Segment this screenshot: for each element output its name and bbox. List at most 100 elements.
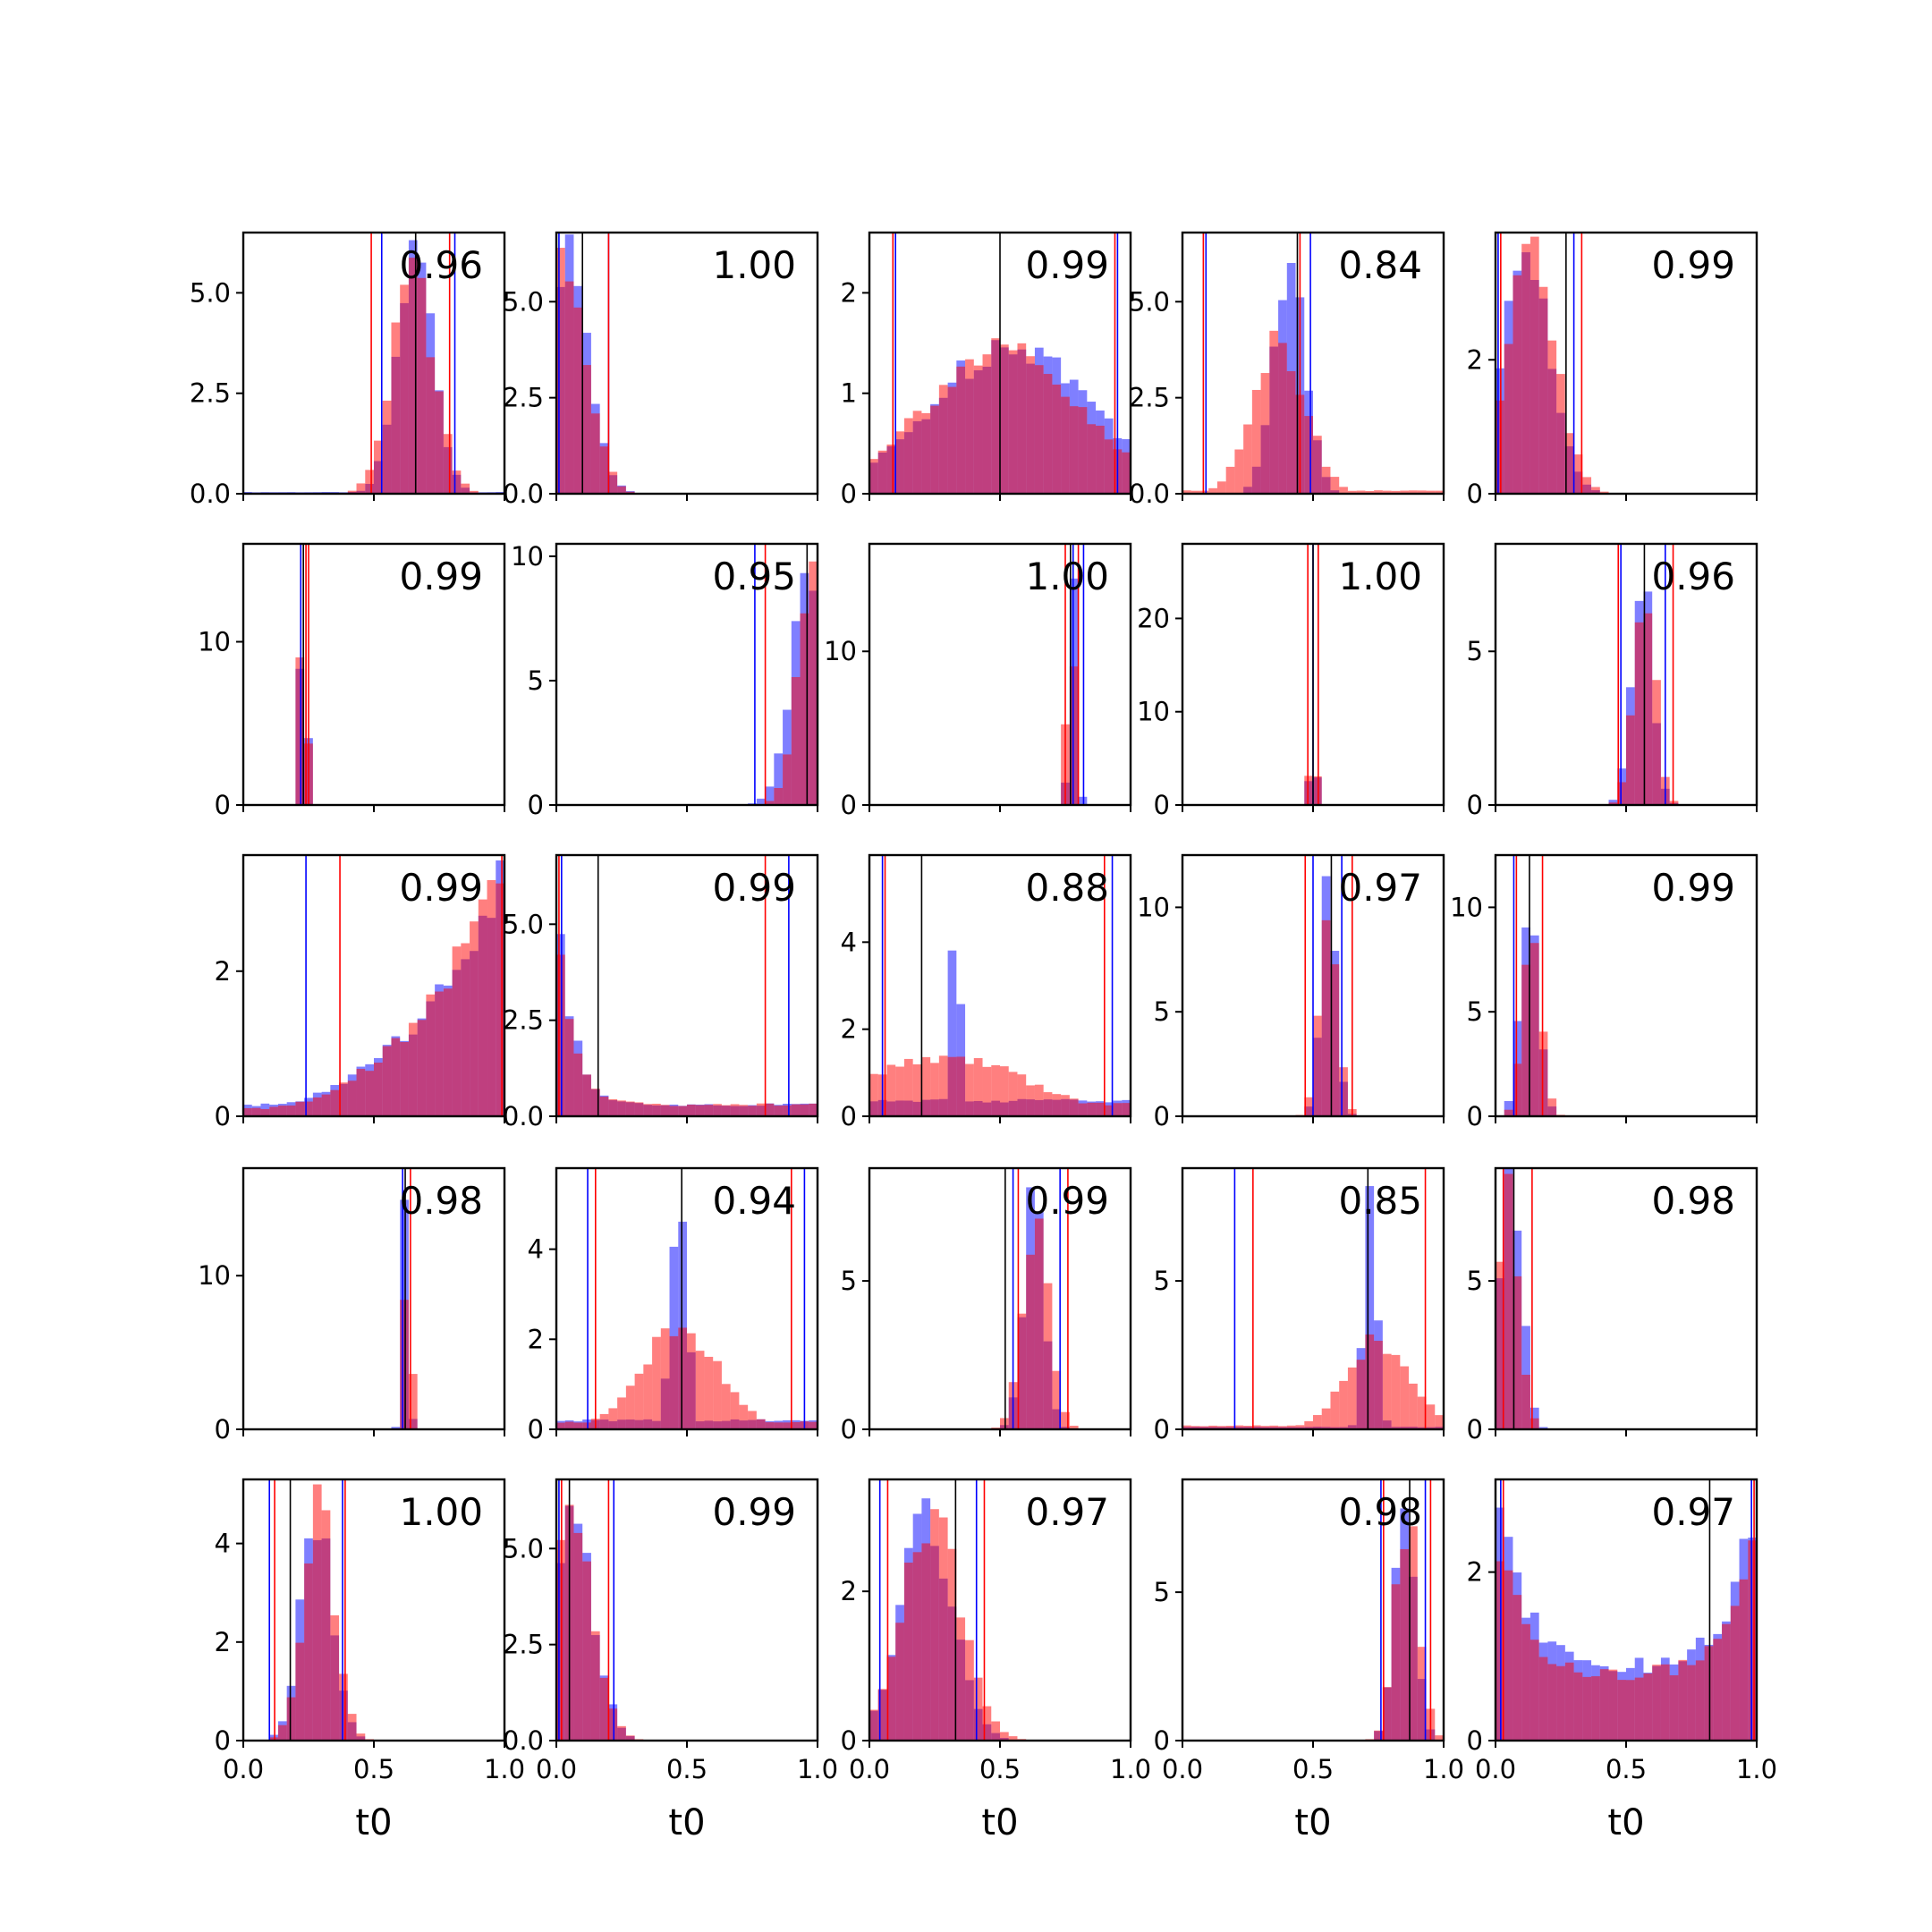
y-tick-label: 5.0 [190, 277, 231, 308]
y-tick-label: 10 [1137, 892, 1170, 922]
subplot-1-1: 0.0 2.5 5.0 0.96 [190, 231, 506, 509]
correlation-annotation: 0.84 [1338, 243, 1422, 287]
y-tick-label: 5 [1154, 1266, 1170, 1296]
red-histogram-bar [1382, 1353, 1392, 1429]
red-histogram-bar [652, 1336, 661, 1429]
correlation-annotation: 0.85 [1338, 1179, 1422, 1223]
red-histogram-bar [634, 1373, 644, 1429]
red-histogram-bar [1643, 613, 1653, 805]
blue-histogram-bar [947, 950, 957, 1116]
red-histogram-bar [678, 1106, 687, 1116]
red-histogram-bar [652, 1104, 661, 1116]
red-histogram-bar [1347, 490, 1357, 494]
red-histogram-bar [791, 677, 801, 805]
red-histogram-bar [573, 307, 583, 494]
red-histogram-bar [1730, 1606, 1740, 1741]
red-histogram-bar [564, 1019, 574, 1116]
red-histogram-bar [695, 1351, 705, 1429]
red-histogram-bar [1278, 1426, 1287, 1429]
red-histogram-bar [1304, 1097, 1313, 1116]
red-histogram-bar [347, 1080, 357, 1116]
red-histogram-bar [687, 1333, 696, 1429]
red-histogram-bar [800, 1104, 809, 1116]
subplot-4-1: 0 10 0.98 [198, 1166, 506, 1445]
red-histogram-bar [956, 366, 966, 494]
red-histogram-bar [1496, 1261, 1504, 1429]
red-histogram-bar [1417, 1396, 1427, 1429]
red-histogram-bar [1617, 782, 1626, 805]
y-tick-label: 0 [528, 1414, 544, 1445]
y-tick-label: 10 [198, 627, 231, 657]
red-histogram-bar [1286, 1425, 1296, 1429]
x-tick-label: 0.0 [849, 1754, 890, 1784]
red-histogram-bar [435, 991, 444, 1116]
red-histogram-bar [1243, 424, 1252, 494]
x-tick-label: 1.0 [1110, 1754, 1151, 1784]
blue-histogram-bar [1538, 1427, 1548, 1429]
red-histogram-bar [1096, 425, 1105, 494]
red-histogram-bar [774, 1422, 784, 1429]
red-histogram-bar [251, 1107, 261, 1116]
red-histogram-bar [625, 1385, 635, 1429]
red-histogram-bar [765, 1422, 775, 1429]
red-histogram-bar [1304, 775, 1313, 805]
red-histogram-bar [886, 1064, 896, 1116]
red-histogram-bar [1008, 350, 1018, 494]
correlation-annotation: 0.98 [1651, 1179, 1735, 1223]
x-tick-label: 0.0 [1475, 1754, 1516, 1784]
red-histogram-bar [1069, 1098, 1079, 1116]
red-histogram-bar [1216, 1426, 1226, 1429]
x-tick-label: 0.5 [1606, 1754, 1647, 1784]
red-histogram-bar [1043, 374, 1053, 494]
red-histogram-bar [1069, 406, 1079, 494]
red-histogram-bar [617, 486, 626, 494]
red-histogram-bar [382, 400, 392, 494]
red-histogram-bar [877, 450, 887, 494]
y-tick-label: 4 [528, 1234, 544, 1265]
red-histogram-bar [1513, 1063, 1522, 1116]
red-histogram-bar [1321, 466, 1331, 494]
red-histogram-bar [321, 1094, 331, 1116]
y-tick-label: 0 [841, 1725, 857, 1756]
y-tick-label: 5.0 [503, 1533, 544, 1563]
red-histogram-bar [556, 248, 565, 494]
red-histogram-bar [1695, 1660, 1705, 1741]
red-histogram-bar [1313, 1015, 1322, 1116]
red-histogram-bar [496, 883, 504, 1116]
red-histogram-bar [1547, 1664, 1557, 1741]
y-tick-label: 2 [1467, 1557, 1483, 1588]
red-histogram-bar [1652, 1665, 1661, 1741]
red-histogram-bar [1687, 1665, 1696, 1741]
red-histogram-bar [634, 1102, 644, 1116]
y-tick-label: 2 [1467, 344, 1483, 375]
red-histogram-bar [748, 1411, 757, 1429]
x-tick-label: 0.0 [536, 1754, 577, 1784]
y-tick-label: 0 [1467, 1725, 1483, 1756]
red-histogram-bar [1374, 1341, 1383, 1429]
red-histogram-bar [573, 1053, 583, 1116]
red-histogram-bar [1313, 1415, 1322, 1429]
red-histogram-bar [590, 413, 600, 494]
red-histogram-bar [1339, 1380, 1348, 1429]
y-tick-label: 2 [841, 1576, 857, 1606]
red-histogram-bar [564, 281, 574, 494]
y-tick-label: 2 [528, 1324, 544, 1354]
y-tick-label: 5 [1467, 636, 1483, 666]
y-tick-label: 0 [215, 1725, 231, 1756]
red-histogram-bar [895, 431, 904, 494]
x-tick-label: 1.0 [484, 1754, 525, 1784]
y-tick-label: 5 [1467, 1266, 1483, 1296]
red-histogram-bar [1626, 1680, 1635, 1741]
red-histogram-bar [1391, 1354, 1401, 1429]
red-histogram-bar [487, 879, 496, 1116]
red-histogram-bar [895, 1066, 904, 1116]
red-histogram-bar [1026, 1085, 1035, 1116]
red-histogram-bar [982, 1706, 992, 1741]
red-histogram-bar [1122, 452, 1131, 494]
red-histogram-bar [1521, 964, 1530, 1116]
red-histogram-bar [1017, 1074, 1027, 1116]
correlation-annotation: 0.97 [1651, 1490, 1735, 1534]
blue-histogram-bar [1504, 1101, 1513, 1116]
red-histogram-bar [1391, 1584, 1401, 1741]
red-histogram-bar [556, 1422, 565, 1429]
